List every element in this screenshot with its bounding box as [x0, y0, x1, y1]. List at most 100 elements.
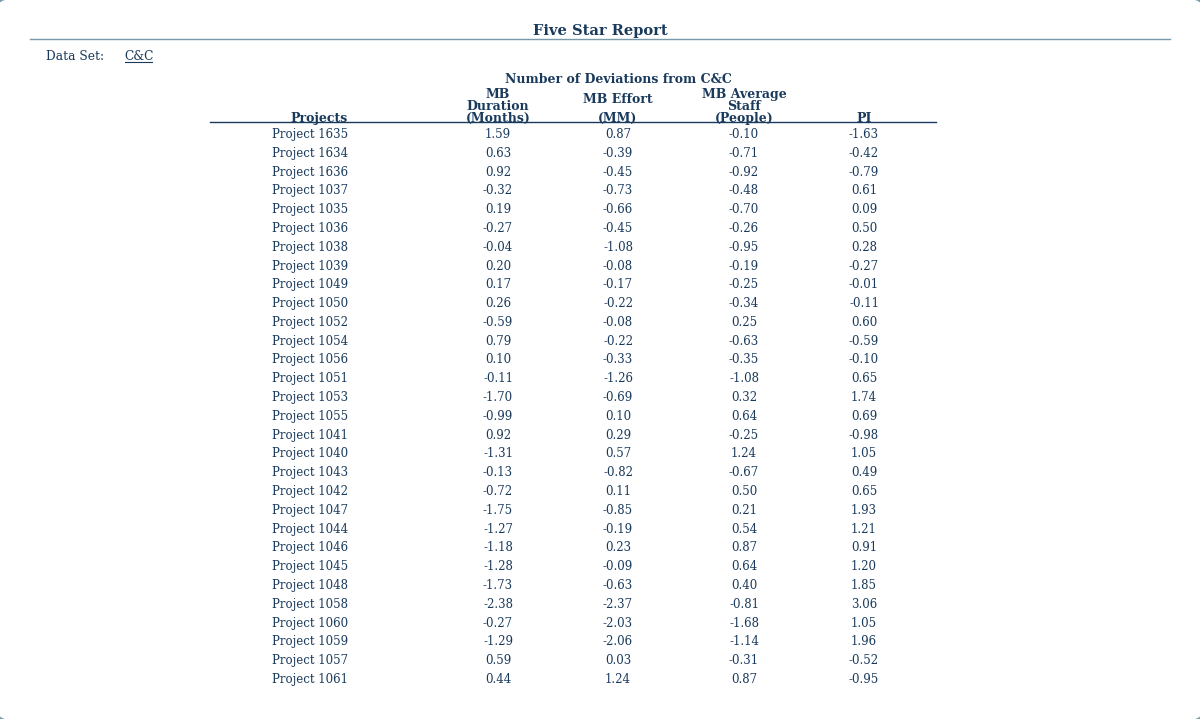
Text: -1.29: -1.29: [482, 636, 514, 649]
Text: (People): (People): [715, 112, 773, 125]
Text: 0.23: 0.23: [605, 541, 631, 554]
Text: MB Effort: MB Effort: [583, 93, 653, 106]
Text: Project 1054: Project 1054: [272, 334, 348, 348]
Text: -0.19: -0.19: [602, 523, 634, 536]
Text: -0.13: -0.13: [482, 466, 514, 479]
Text: -0.63: -0.63: [602, 579, 634, 592]
Text: Project 1636: Project 1636: [272, 165, 348, 178]
Text: 0.49: 0.49: [851, 466, 877, 479]
Text: -0.98: -0.98: [848, 429, 880, 441]
Text: -1.73: -1.73: [482, 579, 514, 592]
Text: -0.09: -0.09: [602, 560, 634, 573]
Text: -0.63: -0.63: [728, 334, 760, 348]
Text: 0.61: 0.61: [851, 184, 877, 197]
Text: -0.45: -0.45: [602, 222, 634, 235]
Text: 1.05: 1.05: [851, 616, 877, 630]
Text: -0.45: -0.45: [602, 165, 634, 178]
Text: Project 1044: Project 1044: [272, 523, 348, 536]
Text: -0.08: -0.08: [602, 260, 634, 273]
Text: -0.10: -0.10: [728, 128, 760, 141]
Text: -0.27: -0.27: [482, 616, 514, 630]
Text: -0.81: -0.81: [730, 597, 760, 610]
Text: 0.65: 0.65: [851, 372, 877, 385]
Text: -0.17: -0.17: [602, 278, 634, 291]
Text: -1.18: -1.18: [484, 541, 512, 554]
Text: Project 1040: Project 1040: [272, 447, 348, 460]
Text: 0.57: 0.57: [605, 447, 631, 460]
Text: -0.01: -0.01: [848, 278, 880, 291]
Text: -1.14: -1.14: [730, 636, 760, 649]
Text: Project 1048: Project 1048: [272, 579, 348, 592]
Text: 1.24: 1.24: [731, 447, 757, 460]
Text: -0.27: -0.27: [848, 260, 880, 273]
Text: -0.52: -0.52: [848, 654, 880, 667]
Text: -0.11: -0.11: [482, 372, 514, 385]
Text: 0.11: 0.11: [605, 485, 631, 498]
Text: 0.91: 0.91: [851, 541, 877, 554]
Text: 0.28: 0.28: [851, 241, 877, 254]
Text: Project 1037: Project 1037: [272, 184, 348, 197]
Text: -0.25: -0.25: [728, 429, 760, 441]
Text: Project 1058: Project 1058: [272, 597, 348, 610]
Text: Project 1051: Project 1051: [272, 372, 348, 385]
Text: (MM): (MM): [599, 112, 637, 125]
Text: Project 1035: Project 1035: [272, 203, 348, 216]
Text: -0.82: -0.82: [604, 466, 634, 479]
Text: 0.03: 0.03: [605, 654, 631, 667]
Text: 0.26: 0.26: [485, 297, 511, 310]
Text: Duration: Duration: [467, 100, 529, 113]
Text: -1.08: -1.08: [730, 372, 760, 385]
Text: -0.99: -0.99: [482, 410, 514, 423]
Text: Project 1050: Project 1050: [272, 297, 348, 310]
Text: Project 1055: Project 1055: [272, 410, 348, 423]
Text: -0.79: -0.79: [848, 165, 880, 178]
Text: 0.20: 0.20: [485, 260, 511, 273]
Text: 1.96: 1.96: [851, 636, 877, 649]
Text: -2.06: -2.06: [602, 636, 634, 649]
Text: 0.50: 0.50: [851, 222, 877, 235]
Text: 0.63: 0.63: [485, 147, 511, 160]
Text: 1.24: 1.24: [605, 673, 631, 686]
Text: 1.85: 1.85: [851, 579, 877, 592]
Text: 1.05: 1.05: [851, 447, 877, 460]
Text: 0.10: 0.10: [485, 354, 511, 367]
Text: -0.66: -0.66: [602, 203, 634, 216]
Text: Project 1049: Project 1049: [272, 278, 348, 291]
Text: -0.33: -0.33: [602, 354, 634, 367]
Text: MB Average: MB Average: [702, 88, 786, 101]
Text: -0.71: -0.71: [728, 147, 760, 160]
Text: 0.54: 0.54: [731, 523, 757, 536]
Text: Project 1045: Project 1045: [272, 560, 348, 573]
Text: -0.70: -0.70: [728, 203, 760, 216]
Text: 0.50: 0.50: [731, 485, 757, 498]
Text: -0.25: -0.25: [728, 278, 760, 291]
Text: Project 1038: Project 1038: [272, 241, 348, 254]
Text: Project 1059: Project 1059: [272, 636, 348, 649]
Text: 0.64: 0.64: [731, 410, 757, 423]
Text: 1.74: 1.74: [851, 391, 877, 404]
Text: -0.95: -0.95: [848, 673, 880, 686]
Text: -1.75: -1.75: [482, 504, 514, 517]
Text: -0.27: -0.27: [482, 222, 514, 235]
Text: -0.39: -0.39: [602, 147, 634, 160]
Text: 0.87: 0.87: [731, 541, 757, 554]
Text: -0.11: -0.11: [850, 297, 878, 310]
Text: 3.06: 3.06: [851, 597, 877, 610]
Text: Project 1635: Project 1635: [272, 128, 348, 141]
Text: -0.67: -0.67: [728, 466, 760, 479]
Text: -1.27: -1.27: [482, 523, 514, 536]
Text: -2.37: -2.37: [602, 597, 634, 610]
Text: 0.10: 0.10: [605, 410, 631, 423]
Text: -0.10: -0.10: [848, 354, 880, 367]
Text: (Months): (Months): [466, 112, 530, 125]
Text: -0.69: -0.69: [602, 391, 634, 404]
Text: -1.68: -1.68: [730, 616, 760, 630]
Text: -0.04: -0.04: [482, 241, 514, 254]
Text: Project 1046: Project 1046: [272, 541, 348, 554]
Text: -2.03: -2.03: [602, 616, 634, 630]
Text: -0.72: -0.72: [482, 485, 514, 498]
Text: Project 1634: Project 1634: [272, 147, 348, 160]
Text: -0.92: -0.92: [728, 165, 760, 178]
Text: Project 1057: Project 1057: [272, 654, 348, 667]
Text: -1.08: -1.08: [604, 241, 634, 254]
